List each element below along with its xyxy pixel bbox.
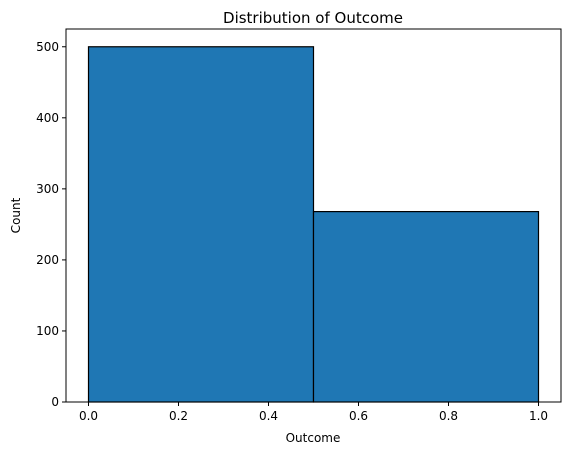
x-axis-ticks: 0.0 0.2 0.4 0.6 0.8 1.0 bbox=[79, 402, 548, 423]
y-tick-label: 0 bbox=[51, 395, 59, 409]
x-tick-label: 0.0 bbox=[79, 409, 98, 423]
x-tick-label: 1.0 bbox=[529, 409, 548, 423]
y-tick-label: 200 bbox=[36, 253, 59, 267]
histogram-bar-0 bbox=[87, 46, 315, 403]
y-tick-label: 400 bbox=[36, 111, 59, 125]
x-tick-label: 0.8 bbox=[439, 409, 458, 423]
chart-title: Distribution of Outcome bbox=[223, 9, 403, 27]
x-tick-label: 0.2 bbox=[169, 409, 188, 423]
x-axis-label: Outcome bbox=[286, 431, 341, 445]
y-axis-label: Count bbox=[9, 197, 23, 233]
y-tick-label: 500 bbox=[36, 40, 59, 54]
histogram-bar-1 bbox=[312, 210, 540, 403]
x-tick-label: 0.6 bbox=[349, 409, 368, 423]
y-tick-label: 300 bbox=[36, 182, 59, 196]
x-tick-label: 0.4 bbox=[259, 409, 278, 423]
y-tick-label: 100 bbox=[36, 324, 59, 338]
y-axis-ticks: 0 100 200 300 400 500 bbox=[36, 40, 66, 409]
bars-layer bbox=[87, 46, 540, 403]
axes-frame bbox=[65, 28, 562, 403]
